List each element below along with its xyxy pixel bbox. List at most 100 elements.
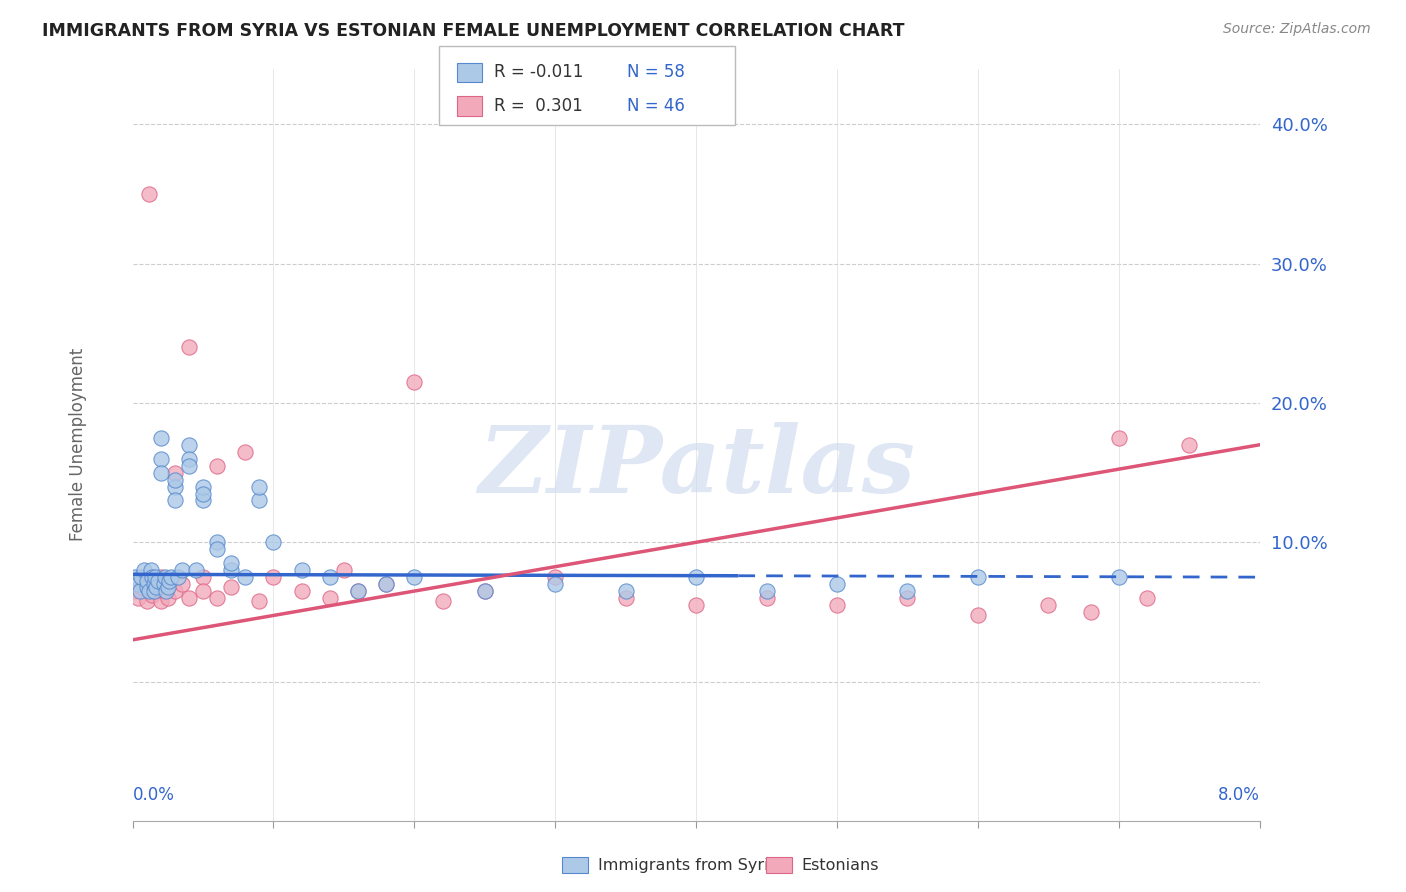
Point xyxy=(177,458,200,473)
Point xyxy=(129,570,152,584)
Point xyxy=(149,570,172,584)
Point xyxy=(142,577,165,591)
Point xyxy=(347,584,370,599)
Point xyxy=(177,591,200,605)
Point xyxy=(129,580,152,594)
Point xyxy=(1136,591,1159,605)
Point xyxy=(1108,570,1130,584)
Text: R = -0.011: R = -0.011 xyxy=(494,63,583,81)
Point xyxy=(896,591,918,605)
Point xyxy=(474,584,496,599)
Point xyxy=(153,570,176,584)
Point xyxy=(145,580,167,594)
Point xyxy=(163,584,186,599)
Point xyxy=(205,542,228,557)
Point xyxy=(825,577,848,591)
Point xyxy=(163,479,186,493)
Text: IMMIGRANTS FROM SYRIA VS ESTONIAN FEMALE UNEMPLOYMENT CORRELATION CHART: IMMIGRANTS FROM SYRIA VS ESTONIAN FEMALE… xyxy=(42,22,904,40)
Point xyxy=(755,591,778,605)
Point xyxy=(685,598,707,612)
Point xyxy=(404,375,426,389)
Point xyxy=(614,584,637,599)
Point xyxy=(177,451,200,466)
Point xyxy=(143,584,166,599)
Text: Source: ZipAtlas.com: Source: ZipAtlas.com xyxy=(1223,22,1371,37)
Point xyxy=(146,577,169,591)
Point xyxy=(685,570,707,584)
Point xyxy=(135,574,157,589)
Point xyxy=(319,570,342,584)
Point xyxy=(163,466,186,480)
Point xyxy=(149,451,172,466)
Point xyxy=(135,594,157,608)
Point xyxy=(347,584,370,599)
Point xyxy=(1108,431,1130,445)
Point xyxy=(474,584,496,599)
Point xyxy=(219,580,242,594)
Point xyxy=(205,535,228,549)
Point xyxy=(219,563,242,577)
Point xyxy=(135,580,157,594)
Point xyxy=(177,340,200,354)
Point xyxy=(156,591,179,605)
Point xyxy=(170,563,193,577)
Point xyxy=(291,563,314,577)
Point xyxy=(432,594,454,608)
Point xyxy=(233,570,256,584)
Point xyxy=(166,570,188,584)
Point xyxy=(155,584,177,599)
Text: 0.0%: 0.0% xyxy=(132,786,174,805)
Point xyxy=(163,493,186,508)
Point xyxy=(191,584,214,599)
Point xyxy=(170,577,193,591)
Point xyxy=(177,438,200,452)
Point xyxy=(755,584,778,599)
Point xyxy=(544,570,567,584)
Point xyxy=(291,584,314,599)
Point xyxy=(1038,598,1060,612)
Point xyxy=(149,431,172,445)
Point xyxy=(128,584,150,599)
Point xyxy=(191,493,214,508)
Point xyxy=(375,577,398,591)
Point xyxy=(124,570,146,584)
Point xyxy=(262,535,284,549)
Point xyxy=(157,574,180,589)
Point xyxy=(375,577,398,591)
Point xyxy=(132,574,155,589)
Point xyxy=(141,588,163,602)
Point xyxy=(152,577,174,591)
Point xyxy=(138,584,160,599)
Point xyxy=(156,580,179,594)
Point xyxy=(127,591,149,605)
Point xyxy=(205,591,228,605)
Point xyxy=(149,594,172,608)
Point xyxy=(152,584,174,599)
Text: Immigrants from Syria: Immigrants from Syria xyxy=(598,858,778,872)
Point xyxy=(149,466,172,480)
Point xyxy=(141,570,163,584)
Point xyxy=(191,479,214,493)
Point xyxy=(124,584,146,599)
Point xyxy=(825,598,848,612)
Point xyxy=(614,591,637,605)
Point xyxy=(163,473,186,487)
Point xyxy=(247,493,270,508)
Point xyxy=(544,577,567,591)
Point xyxy=(205,458,228,473)
Point xyxy=(219,556,242,570)
Point xyxy=(142,584,165,599)
Text: N = 58: N = 58 xyxy=(627,63,685,81)
Point xyxy=(404,570,426,584)
Point xyxy=(138,186,160,201)
Text: 8.0%: 8.0% xyxy=(1218,786,1260,805)
Point xyxy=(159,570,181,584)
Point xyxy=(896,584,918,599)
Point xyxy=(1178,438,1201,452)
Point xyxy=(127,577,149,591)
Point xyxy=(191,570,214,584)
Point xyxy=(191,486,214,500)
Point xyxy=(146,574,169,589)
Point xyxy=(967,607,990,622)
Point xyxy=(132,563,155,577)
